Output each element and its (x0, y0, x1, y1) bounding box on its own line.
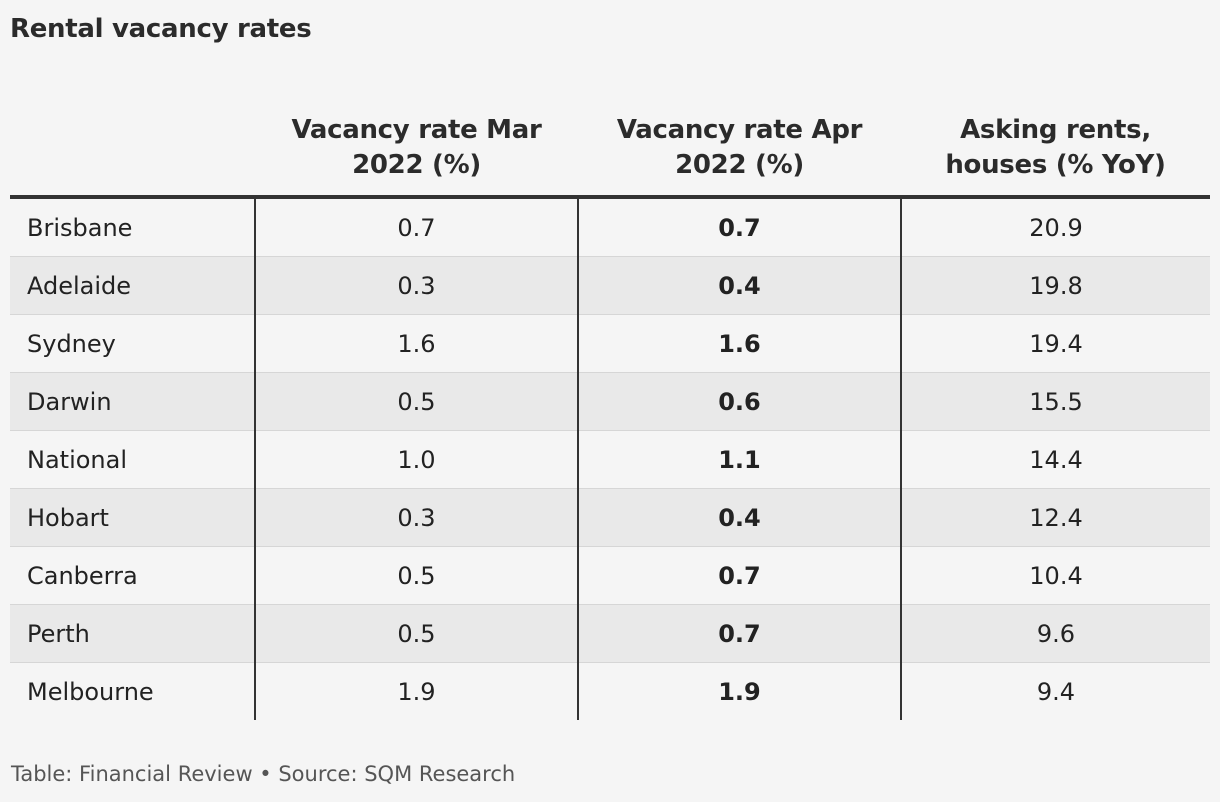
vacancy-mar-cell: 0.5 (254, 546, 578, 605)
table-row: Perth 0.5 0.7 9.6 (10, 604, 1210, 663)
vacancy-apr-cell: 1.9 (577, 662, 901, 720)
table-row: Darwin 0.5 0.6 15.5 (10, 372, 1210, 431)
table-row: Canberra 0.5 0.7 10.4 (10, 546, 1210, 605)
vacancy-mar-cell: 0.5 (254, 604, 578, 663)
city-cell: Brisbane (10, 197, 255, 257)
vacancy-apr-cell: 1.6 (577, 314, 901, 373)
city-cell: Perth (10, 604, 255, 663)
asking-rents-cell: 10.4 (900, 546, 1210, 605)
table-row: Adelaide 0.3 0.4 19.8 (10, 256, 1210, 315)
asking-rents-cell: 15.5 (900, 372, 1210, 431)
header-vacancy-apr: Vacancy rate Apr 2022 (%) (578, 100, 901, 199)
vacancy-mar-cell: 0.5 (254, 372, 578, 431)
asking-rents-cell: 19.4 (900, 314, 1210, 373)
asking-rents-cell: 20.9 (900, 197, 1210, 257)
city-cell: Hobart (10, 488, 255, 547)
table-body: Brisbane 0.7 0.7 20.9 Adelaide 0.3 0.4 19.8 Sydn… (10, 197, 1210, 720)
vacancy-apr-cell: 0.4 (577, 256, 901, 315)
asking-rents-cell: 9.6 (900, 604, 1210, 663)
vacancy-mar-cell: 1.0 (254, 430, 578, 489)
chart-title: Rental vacancy rates (10, 14, 312, 44)
vacancy-mar-cell: 1.6 (254, 314, 578, 373)
data-table: Vacancy rate Mar 2022 (%) Vacancy rate A… (10, 100, 1210, 720)
city-cell: Melbourne (27, 677, 154, 706)
header-city (10, 100, 255, 199)
header-asking-rents: Asking rents, houses (% YoY) (901, 100, 1210, 199)
source-footer: Table: Financial Review • Source: SQM Re… (11, 762, 516, 786)
asking-rents-cell: 9.4 (900, 662, 1210, 720)
asking-rents-cell: 12.4 (900, 488, 1210, 547)
asking-rents-cell: 19.8 (900, 256, 1210, 315)
city-cell: Darwin (10, 372, 255, 431)
vacancy-mar-cell: 0.3 (254, 256, 578, 315)
table-row: Melbourne 1.9 1.9 9.4 (10, 662, 1210, 720)
vacancy-apr-cell: 1.1 (577, 430, 901, 489)
vacancy-apr-cell: 0.7 (577, 546, 901, 605)
table-header-row: Vacancy rate Mar 2022 (%) Vacancy rate A… (10, 100, 1210, 199)
city-cell: Sydney (10, 314, 255, 373)
city-cell: Adelaide (10, 256, 255, 315)
table-row: Hobart 0.3 0.4 12.4 (10, 488, 1210, 547)
table-row: Brisbane 0.7 0.7 20.9 (10, 197, 1210, 257)
table-row: Sydney 1.6 1.6 19.4 (10, 314, 1210, 373)
vacancy-mar-cell: 0.3 (254, 488, 578, 547)
vacancy-apr-cell: 0.7 (577, 604, 901, 663)
vacancy-apr-cell: 0.6 (577, 372, 901, 431)
vacancy-mar-cell: 0.7 (254, 197, 578, 257)
vacancy-apr-cell: 0.7 (577, 197, 901, 257)
vacancy-mar-cell: 1.9 (254, 662, 578, 720)
vacancy-apr-cell: 0.4 (577, 488, 901, 547)
header-vacancy-mar: Vacancy rate Mar 2022 (%) (255, 100, 578, 199)
asking-rents-cell: 14.4 (900, 430, 1210, 489)
city-cell: National (10, 430, 255, 489)
table-row: National 1.0 1.1 14.4 (10, 430, 1210, 489)
city-cell: Canberra (10, 546, 255, 605)
